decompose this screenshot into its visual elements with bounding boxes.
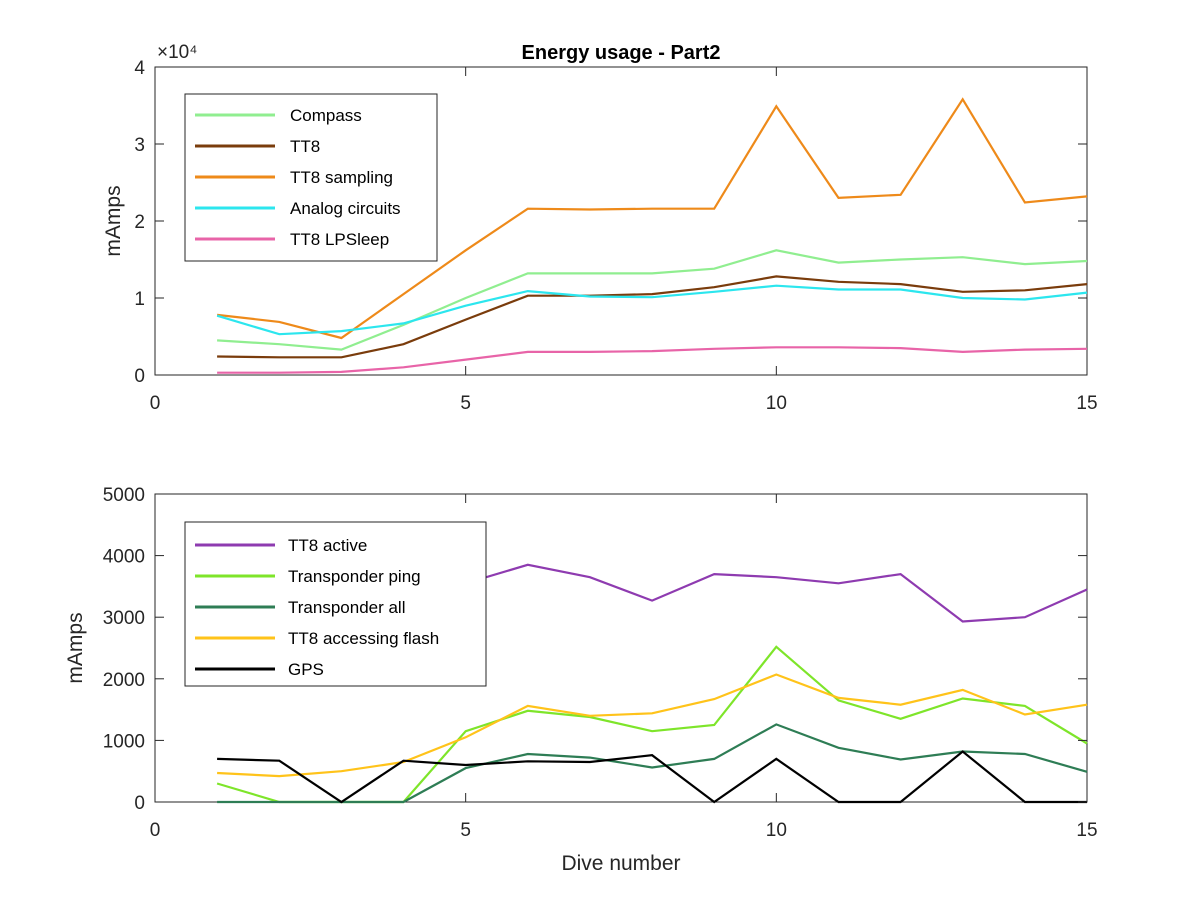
series-line-gps (217, 750, 1087, 804)
legend-entry-label: TT8 LPSleep (290, 230, 389, 249)
series-line-transponder-all (217, 723, 1088, 804)
series-line-compass (217, 249, 1088, 351)
x-tick-label: 15 (1076, 393, 1097, 414)
legend-entry-label: TT8 active (288, 536, 367, 555)
series-line-tt8-accessing-flash (217, 673, 1088, 778)
y-tick-label: 0 (134, 366, 145, 387)
y-tick-label: 4000 (103, 547, 145, 568)
x-tick-label: 5 (460, 820, 471, 841)
series-line-tt8 (217, 275, 1088, 359)
x-tick-label: 0 (150, 393, 161, 414)
y-tick-label: 1 (134, 289, 145, 310)
y-axis-label: mAmps (102, 185, 125, 256)
legend-entry-label: GPS (288, 660, 324, 679)
legend-box (184, 93, 438, 262)
y-tick-label: 2 (134, 212, 145, 233)
legend-entry-label: Compass (290, 106, 362, 125)
y-tick-label: 2000 (103, 670, 145, 691)
x-tick-label: 5 (460, 393, 471, 414)
x-tick-label: 0 (150, 820, 161, 841)
y-tick-label: 1000 (103, 731, 145, 752)
series-group (216, 97, 1088, 374)
y-axis-label: mAmps (64, 612, 87, 683)
legend-entry-label: TT8 sampling (290, 168, 393, 187)
legend: Compass TT8 TT8 sampling Analog circuits TT8… (184, 93, 438, 262)
legend-box (184, 521, 487, 687)
legend-entry-label: Transponder all (288, 598, 406, 617)
subplot-1: 0 5 10 15 0 1 2 3 4 ×10⁴ Energy usage - Part2 mAmps… (102, 42, 1098, 414)
series-line-tt8-lpsleep (217, 346, 1088, 374)
chart-title: Energy usage - Part2 (522, 42, 721, 64)
y-tick-label: 0 (134, 793, 145, 814)
x-tick-label: 10 (766, 393, 787, 414)
series-line-tt8-sampling (216, 97, 1088, 340)
y-tick-label: 3 (134, 135, 145, 156)
series-line-analog-circuits (216, 284, 1088, 336)
y-tick-label: 3000 (103, 608, 145, 629)
legend-entry-label: TT8 (290, 137, 320, 156)
legend: TT8 active Transponder ping Transponder al… (184, 521, 487, 687)
legend-entry-label: Analog circuits (290, 199, 401, 218)
x-axis-label: Dive number (561, 852, 680, 875)
y-exponent-label: ×10⁴ (157, 42, 197, 63)
x-tick-label: 10 (766, 820, 787, 841)
legend-entry-label: TT8 accessing flash (288, 629, 439, 648)
y-tick-label: 5000 (103, 485, 145, 506)
y-tick-label: 4 (134, 58, 145, 79)
subplot-2: 0 5 10 15 0 1000 2000 3000 4000 5000 mAmps Dive num… (64, 485, 1098, 875)
legend-entry-label: Transponder ping (288, 567, 421, 586)
x-tick-label: 15 (1076, 820, 1097, 841)
